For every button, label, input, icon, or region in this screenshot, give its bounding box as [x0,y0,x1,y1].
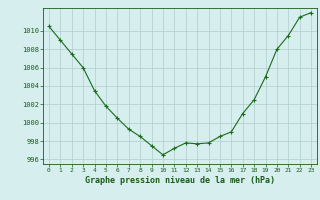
X-axis label: Graphe pression niveau de la mer (hPa): Graphe pression niveau de la mer (hPa) [85,176,275,185]
